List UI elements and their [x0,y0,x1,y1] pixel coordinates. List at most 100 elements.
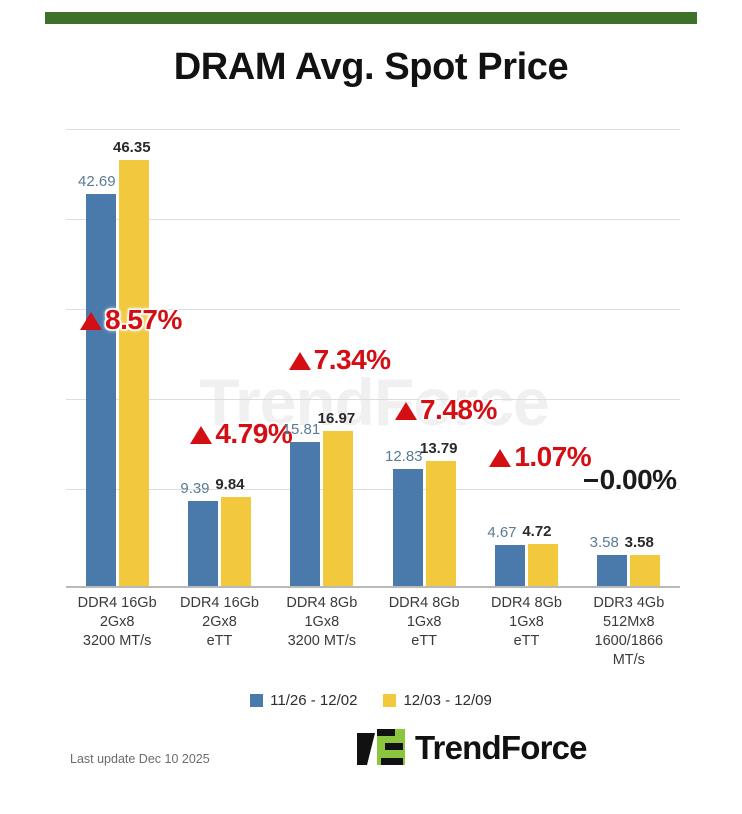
x-axis-label-line: DDR4 8Gb [491,595,562,611]
x-axis-label-line: DDR4 16Gb [77,595,157,611]
bar-pair [578,126,680,588]
change-percent-value: 8.57% [105,304,182,335]
change-percent-badge: 4.79% [190,418,293,450]
bar-previous-week[interactable] [392,469,423,588]
triangle-up-icon [394,402,417,420]
bar-previous-week[interactable] [494,545,525,588]
change-percent-value: 7.34% [313,344,391,375]
brand-logo: TrendForce [355,727,588,767]
triangle-up-icon [288,352,311,370]
gridline [66,219,680,220]
legend-swatch [383,694,397,707]
x-axis-label: DDR4 8Gb 1Gx8 eTT [475,594,577,670]
x-axis-label-line: eTT [206,633,233,649]
x-axis-label: DDR3 4Gb 512Mx8 1600/1866 MT/s [578,594,680,670]
bar-value-label-previous: 9.39 [180,480,210,497]
triangle-up-icon [190,426,213,444]
change-percent-badge: 0.00% [583,464,677,496]
chart-plot-area: TrendForce 42.69 46.35 8.57% 9.39 9.84 4.79% 1… [66,126,680,588]
x-axis-label-line: DDR4 16Gb [180,595,259,611]
bar-group: 4.67 4.72 1.07% [475,126,592,588]
bar-value-label-previous: 4.67 [487,524,517,541]
bar-pair [168,126,270,588]
x-axis-label-line: eTT [513,633,540,649]
x-axis-label-line: DDR4 8Gb [286,595,358,611]
legend-label: 12/03 - 12/09 [403,692,492,709]
bar-value-label-current: 46.35 [113,139,151,156]
legend-swatch [250,694,264,707]
x-axis-label-line: DDR3 4Gb [593,595,665,611]
x-axis-label-line: 3200 MT/s [287,633,357,649]
bar-current-week[interactable] [425,461,456,588]
bar-value-label-previous: 42.69 [78,173,116,190]
triangle-up-icon [80,312,102,330]
x-axis-label-line: eTT [411,633,438,649]
legend-item[interactable]: 12/03 - 12/09 [383,692,492,709]
change-percent-badge: 8.57% [80,304,182,336]
x-axis-label-line: 3200 MT/s [82,633,152,649]
bar-group: 42.69 46.35 8.57% [66,126,182,588]
page-title: DRAM Avg. Spot Price [173,46,569,88]
gridline [66,129,680,130]
x-axis-label: DDR4 16Gb 2Gx8 3200 MT/s [66,594,168,670]
bar-current-week[interactable] [527,544,558,588]
bar-value-label-current: 16.97 [317,410,356,427]
chart-legend: 11/26 - 12/02 12/03 - 12/09 [0,692,742,709]
top-accent-bar [45,12,697,24]
x-axis-label-line: 1Gx8 [509,614,544,630]
change-percent-value: 0.00% [599,464,677,495]
trendforce-logo-icon [355,727,407,767]
change-percent-badge: 1.07% [489,441,592,473]
bar-group: 3.58 3.58 0.00% [578,126,680,588]
bar-value-label-current: 4.72 [522,523,552,540]
bar-previous-week[interactable] [290,442,321,588]
x-axis-label-line: MT/s [612,652,645,668]
change-percent-value: 1.07% [514,441,592,472]
x-axis-label-line: 2Gx8 [99,614,135,630]
bar-pair [271,126,373,588]
bar-current-week[interactable] [630,555,661,588]
triangle-up-icon [489,449,512,467]
bar-groups: 42.69 46.35 8.57% 9.39 9.84 4.79% 15.81 16.97 7.… [66,126,680,588]
gridline [66,309,680,310]
brand-name: TrendForce [415,728,588,766]
last-update-text: Last update Dec 10 2025 [70,752,210,766]
x-axis-label-line: DDR4 8Gb [388,595,460,611]
bar-value-label-current: 13.79 [419,440,458,457]
legend-item[interactable]: 11/26 - 12/02 [250,692,357,709]
change-percent-badge: 7.48% [394,394,497,426]
change-percent-badge: 7.34% [288,344,391,376]
bar-previous-week[interactable] [597,555,628,588]
bar-pair [373,126,475,588]
bar-value-label-previous: 15.81 [282,421,321,438]
bar-previous-week[interactable] [85,194,116,588]
x-axis-label: DDR4 8Gb 1Gx8 eTT [373,594,475,670]
legend-label: 11/26 - 12/02 [270,692,358,709]
change-percent-value: 7.48% [419,394,497,425]
bar-pair [66,126,168,588]
x-axis-label: DDR4 8Gb 1Gx8 3200 MT/s [271,594,373,670]
x-axis-label-line: 512Mx8 [603,614,655,630]
dash-flat-icon [583,479,598,482]
gridline [66,489,680,490]
x-axis-label-line: 1Gx8 [304,614,340,630]
bar-value-label-current: 3.58 [624,534,654,551]
bar-previous-week[interactable] [187,501,218,588]
bar-current-week[interactable] [118,160,149,588]
bar-current-week[interactable] [323,431,354,588]
x-axis-line [66,586,680,588]
bar-pair [475,126,577,588]
change-percent-value: 4.79% [215,418,293,449]
bar-group: 9.39 9.84 4.79% [168,126,293,588]
bar-current-week[interactable] [220,497,251,588]
bar-group: 15.81 16.97 7.34% [271,126,391,588]
x-axis-label-line: 1Gx8 [406,614,442,630]
gridline [66,399,680,400]
x-axis-labels: DDR4 16Gb 2Gx8 3200 MT/s DDR4 16Gb 2Gx8 eTT DD… [66,594,680,670]
bar-value-label-previous: 12.83 [384,448,423,465]
bar-group: 12.83 13.79 7.48% [373,126,497,588]
x-axis-label-line: 2Gx8 [202,614,237,630]
bar-value-label-previous: 3.58 [589,534,619,551]
x-axis-label-line: 1600/1866 [594,633,664,649]
